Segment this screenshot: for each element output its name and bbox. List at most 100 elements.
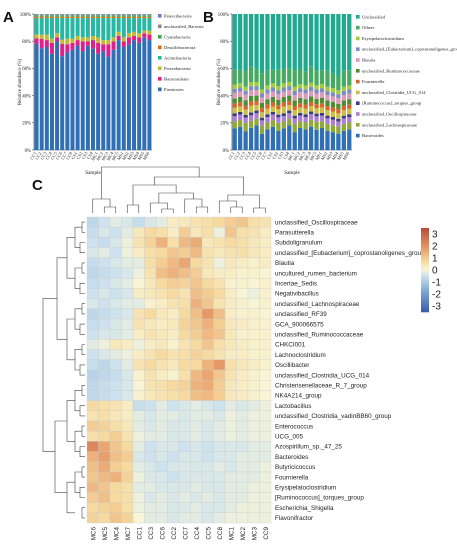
bar-segment: [238, 83, 243, 88]
heatmap-cell: [259, 257, 272, 269]
heatmap-cell: [155, 441, 168, 452]
row-label: uncultured_rumen_bacterium: [275, 270, 357, 277]
heatmap-cell: [213, 257, 226, 269]
heatmap-cell: [201, 390, 214, 401]
bar-segment: [254, 113, 259, 119]
bar-segment: [101, 14, 106, 16]
bar-segment: [259, 14, 265, 74]
heatmap-cell: [109, 329, 122, 340]
row-dendrogram-branch: [74, 471, 82, 493]
heatmap-cell: [144, 308, 157, 320]
bar-segment: [270, 114, 276, 121]
bar-segment: [254, 110, 259, 114]
heatmap-cell: [144, 247, 157, 258]
heatmap-cell: [121, 380, 134, 391]
row-label: UCG_005: [275, 434, 303, 441]
bar-segment: [248, 14, 254, 67]
heatmap-cell: [224, 461, 237, 473]
column-label: CC2: [171, 527, 178, 540]
heatmap-cell: [144, 237, 157, 248]
colorbar-segment: [421, 254, 429, 257]
x-tick-label: MS6: [142, 150, 151, 161]
heatmap-cell: [201, 512, 214, 524]
heatmap-cell: [86, 247, 99, 258]
row-label: Flavonifractor: [275, 515, 313, 522]
bar-segment: [298, 84, 303, 89]
colorbar-segment: [421, 296, 429, 299]
heatmap-cell: [224, 502, 237, 513]
bar-segment: [147, 14, 152, 16]
heatmap-cell: [201, 482, 214, 493]
bar-segment: [287, 90, 292, 96]
bar-segment: [248, 86, 254, 91]
x-tick-label: CS3: [81, 150, 90, 160]
x-tick-label: CC4: [44, 150, 53, 160]
bar-segment: [259, 73, 265, 90]
bar-segment: [298, 97, 303, 104]
heatmap-cell: [155, 471, 168, 483]
bar-segment: [259, 112, 265, 118]
heatmap-cell: [201, 410, 214, 422]
heatmap-cell: [167, 380, 180, 391]
bar-segment: [314, 104, 319, 109]
x-tick-label: MS6: [342, 150, 351, 161]
heatmap-cell: [201, 216, 214, 228]
row-label: Lachnoclostridium: [275, 352, 326, 359]
bar-segment: [232, 121, 237, 129]
heatmap-cell: [247, 237, 260, 248]
colorbar-tick-label: 3: [432, 230, 438, 241]
heatmap-cell: [121, 492, 134, 503]
colorbar-segment: [421, 230, 429, 233]
bar-segment: [319, 112, 325, 116]
heatmap-cell: [98, 329, 111, 340]
heatmap-cell: [109, 318, 122, 330]
row-label: Lactobacillus: [275, 403, 311, 410]
column-label: CC7: [182, 527, 189, 540]
heatmap-cell: [247, 257, 260, 269]
row-dendrogram-branch: [66, 237, 75, 279]
heatmap-cell: [213, 400, 226, 411]
heatmap-cell: [98, 471, 111, 483]
colorbar-segment: [421, 298, 429, 301]
heatmap-cell: [178, 410, 191, 422]
bar-segment: [308, 66, 314, 83]
heatmap-cell: [132, 451, 145, 462]
heatmap-cell: [236, 502, 249, 513]
heatmap-cell: [109, 380, 122, 391]
bar-segment: [132, 35, 137, 41]
heatmap-cell: [167, 267, 180, 279]
heatmap-cell: [190, 502, 203, 513]
bar-segment: [90, 15, 96, 17]
heatmap-cell: [144, 380, 157, 391]
heatmap-cell: [86, 502, 99, 513]
bar-segment: [121, 46, 126, 150]
bar-segment: [308, 119, 314, 127]
bar-segment: [137, 14, 142, 16]
legend-swatch: [356, 101, 360, 105]
bar-segment: [243, 105, 248, 110]
bar-segment: [55, 15, 60, 17]
bar-segment: [55, 14, 60, 16]
column-label: MC2: [240, 527, 247, 541]
bar-segment: [325, 70, 330, 87]
bar-segment: [303, 93, 308, 100]
bar-segment: [232, 92, 237, 99]
bar-segment: [248, 105, 254, 113]
bar-segment: [270, 87, 276, 92]
heatmap-cell: [201, 431, 214, 442]
column-dendrogram-branch: [132, 184, 177, 205]
bar-segment: [85, 14, 90, 15]
bar-segment: [347, 108, 352, 115]
bar-segment: [80, 51, 85, 150]
bar-segment: [34, 38, 39, 44]
heatmap-cell: [98, 288, 111, 299]
legend-entry: Patescibacteria: [164, 13, 192, 18]
heatmap-cell: [155, 267, 168, 279]
bar-segment: [238, 102, 243, 107]
bar-segment: [243, 117, 248, 124]
heatmap-cell: [132, 431, 145, 442]
heatmap-cell: [109, 492, 122, 503]
heatmap-cell: [236, 380, 249, 391]
bar-segment: [90, 35, 96, 41]
heatmap-cell: [132, 461, 145, 473]
